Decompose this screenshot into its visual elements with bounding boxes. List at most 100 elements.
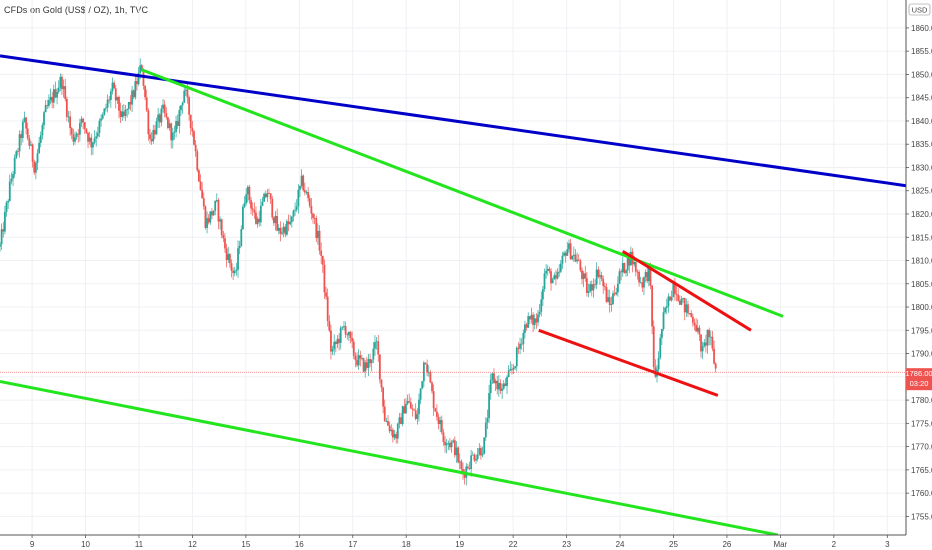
candle-body (377, 341, 380, 355)
candle-body (352, 341, 355, 356)
candle-body (331, 349, 334, 352)
candle-body (258, 218, 261, 223)
candle-body (608, 297, 611, 305)
candle-body (370, 359, 373, 364)
candle-body (46, 105, 49, 106)
candle-body (307, 192, 310, 199)
candle-body (618, 271, 621, 284)
candle-body (364, 362, 367, 372)
currency-label: USD (912, 6, 928, 15)
candle-body (184, 89, 187, 91)
candle-body (168, 123, 171, 128)
candle-body (124, 109, 127, 116)
candle-body (237, 248, 239, 270)
candle-body (628, 257, 631, 266)
candle-body (325, 292, 327, 297)
candle-body (395, 434, 398, 439)
candle-body (359, 355, 362, 359)
candle-body (563, 252, 565, 256)
candle-body (8, 181, 11, 201)
candle-body (85, 128, 88, 133)
candle-body (693, 322, 696, 326)
candle-body (633, 261, 636, 265)
candle-body (612, 293, 614, 305)
y-axis-ticks: 1755.00 1760.00 1765.00 1770.00 1775.00 1780.… (906, 24, 932, 521)
candle-body (170, 123, 173, 141)
candle-body (466, 466, 469, 469)
candle-body (452, 440, 455, 442)
candle-body (103, 108, 106, 115)
candle-body (553, 275, 556, 280)
candle-body (264, 193, 267, 198)
candle-body (90, 137, 93, 148)
candle-body (515, 347, 518, 367)
candle-body (140, 65, 143, 71)
candle-body (584, 273, 587, 279)
candle-body (431, 382, 433, 392)
y-tick-label: 1760.00 (911, 489, 932, 498)
candle-body (165, 113, 168, 118)
candle-body (82, 118, 85, 123)
candle-body (480, 448, 482, 456)
candle-body (585, 278, 588, 293)
candle-body (641, 282, 644, 288)
x-tick-label: 17 (348, 540, 357, 549)
candle-body (657, 357, 660, 370)
candle-body (323, 264, 326, 293)
candle-body (157, 114, 160, 122)
candle-body (445, 443, 448, 446)
candle-body (691, 316, 694, 323)
candle-body (411, 408, 414, 410)
candle-body (481, 453, 484, 456)
x-tick-label: 26 (722, 540, 731, 549)
candle-body (132, 90, 135, 98)
candle-body (56, 91, 58, 98)
candle-body (519, 343, 521, 349)
candle-body (284, 226, 287, 235)
x-tick-label: 23 (562, 540, 571, 549)
candle-body (662, 312, 665, 330)
candle-body (23, 117, 26, 122)
y-tick-label: 1790.00 (911, 350, 932, 359)
candle-body (688, 313, 691, 314)
candle-body (150, 138, 153, 142)
candle-body (310, 205, 313, 214)
candle-body (217, 200, 220, 222)
candle-body (64, 86, 67, 99)
candle-body (202, 198, 205, 207)
candle-body (326, 296, 329, 322)
candle-body (282, 226, 285, 233)
candle-body (468, 468, 471, 469)
candle-body (375, 341, 378, 343)
candle-body (321, 255, 324, 265)
candle-body (313, 218, 316, 219)
candle-body (93, 138, 96, 143)
candle-body (406, 401, 409, 404)
candle-body (272, 217, 275, 224)
currency-badge[interactable]: USD (908, 3, 931, 16)
candle-body (659, 337, 662, 358)
candle-body (677, 294, 680, 301)
candle-body (54, 89, 57, 98)
candle-body (118, 96, 120, 111)
candle-body (418, 399, 420, 415)
candle-body (136, 81, 138, 85)
candle-body (698, 327, 701, 335)
candle-body (499, 382, 502, 391)
y-tick-label: 1765.00 (911, 466, 932, 475)
candle-body (703, 342, 706, 347)
candle-body (232, 270, 235, 274)
candle-body (369, 359, 371, 364)
candle-body (512, 368, 515, 370)
candle-body (449, 442, 451, 448)
candle-body (391, 429, 394, 438)
candle-body (300, 175, 303, 186)
candle-body (701, 346, 704, 352)
candle-body (197, 170, 200, 182)
trendlines[interactable] (0, 54, 909, 537)
candle-body (638, 271, 640, 283)
candle-body (561, 255, 564, 264)
y-tick-label: 1770.00 (911, 443, 932, 452)
